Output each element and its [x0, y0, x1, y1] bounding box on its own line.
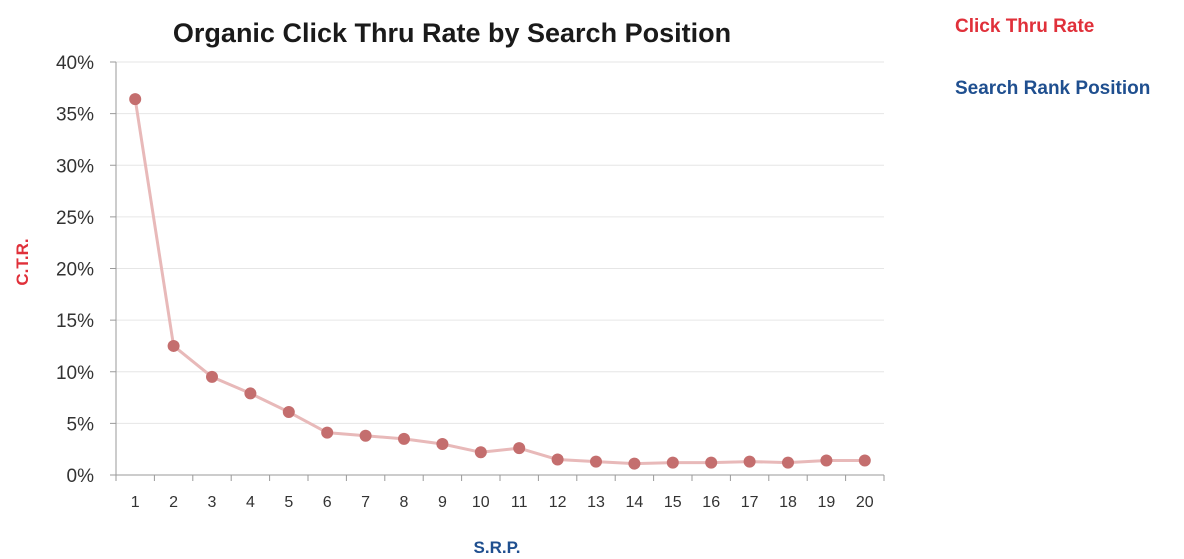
- x-tick-label: 2: [169, 494, 178, 511]
- x-tick-label: 9: [438, 494, 447, 511]
- y-tick-label: 15%: [56, 311, 94, 332]
- x-axis-label: S.R.P.: [474, 538, 521, 557]
- ctr-series: [129, 93, 871, 470]
- y-tick-label: 0%: [67, 466, 95, 487]
- data-point: [474, 446, 487, 459]
- data-point: [820, 454, 833, 467]
- y-tick-label: 40%: [56, 53, 94, 74]
- data-point: [206, 370, 218, 383]
- y-axis-label: C.T.R.: [13, 238, 32, 285]
- x-tick-label: 4: [246, 494, 255, 511]
- y-tick-label: 25%: [56, 208, 94, 229]
- x-tick-label: 11: [511, 494, 528, 511]
- x-tick-label: 17: [741, 494, 759, 511]
- data-point: [436, 438, 449, 451]
- x-tick-label: 6: [323, 494, 332, 511]
- x-tick-label: 5: [284, 494, 293, 511]
- x-axis-ticks: 1 2 3 4 5 6 7 8 9 10 11 12 13 14 15 16 17 18 19 20: [131, 494, 874, 511]
- data-point: [244, 387, 257, 400]
- y-axis-ticks: 0% 5% 10% 15% 20% 25% 30% 35% 40%: [56, 53, 94, 487]
- y-tick-label: 35%: [56, 105, 94, 126]
- x-tick-label: 3: [208, 494, 217, 511]
- gridlines: [116, 61, 884, 424]
- x-tick-label: 10: [472, 494, 490, 511]
- data-point: [513, 442, 526, 455]
- data-point: [705, 456, 718, 469]
- x-tick-label: 19: [818, 494, 836, 511]
- data-point: [782, 456, 794, 469]
- y-tick-label: 5%: [67, 414, 95, 435]
- data-point: [167, 339, 180, 352]
- data-point: [590, 455, 602, 468]
- x-tick-label: 8: [400, 494, 409, 511]
- data-point: [398, 432, 410, 445]
- data-point: [282, 406, 295, 419]
- legend-entry-click-thru-rate: Click Thru Rate: [955, 16, 1094, 37]
- series-line: [133, 98, 865, 466]
- x-tick-label: 16: [702, 494, 720, 511]
- data-point: [628, 457, 641, 470]
- y-tick-label: 20%: [56, 260, 94, 281]
- data-point: [666, 456, 679, 469]
- x-tick-label: 12: [549, 494, 567, 511]
- y-tick-label: 10%: [56, 363, 94, 384]
- x-tick-label: 15: [664, 494, 682, 511]
- data-point: [129, 93, 142, 106]
- x-tick-label: 7: [361, 494, 370, 511]
- data-point: [858, 454, 871, 467]
- legend-entry-search-rank-position: Search Rank Position: [955, 78, 1150, 99]
- data-point: [551, 453, 564, 466]
- data-point: [359, 429, 372, 442]
- data-point: [743, 455, 756, 468]
- axes: [110, 61, 885, 481]
- chart-title: Organic Click Thru Rate by Search Positi…: [173, 18, 731, 48]
- data-point: [321, 426, 334, 439]
- y-tick-label: 30%: [56, 156, 94, 177]
- x-tick-label: 1: [131, 494, 140, 511]
- x-tick-label: 18: [779, 494, 797, 511]
- x-tick-label: 20: [856, 494, 874, 511]
- x-tick-label: 13: [587, 494, 605, 511]
- x-tick-label: 14: [626, 494, 644, 511]
